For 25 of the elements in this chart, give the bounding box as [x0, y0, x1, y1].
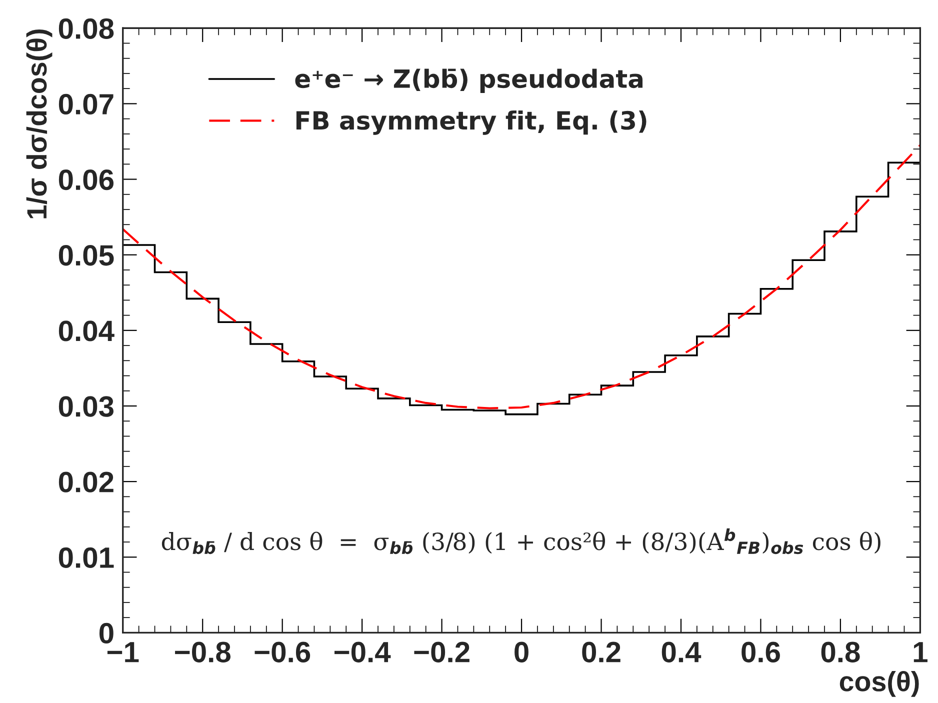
y-tick-label: 0.02 — [58, 472, 114, 492]
x-tick-label: −0.6 — [254, 642, 310, 662]
x-tick-label: 0.6 — [742, 642, 780, 662]
x-tick-label: 1 — [914, 642, 928, 662]
x-tick-label: 0 — [514, 642, 528, 662]
y-axis-title: 1/σ dσ/dcos(θ) — [26, 29, 52, 218]
x-tick-label: −0.4 — [334, 642, 391, 662]
x-tick-label: 0.8 — [821, 642, 860, 662]
x-axis-title: cos(θ) — [840, 671, 919, 697]
y-tick-label: 0.05 — [58, 245, 114, 266]
y-tick-label: 0 — [99, 622, 114, 644]
legend-label: FB asymmetry fit, Eq. (3) — [296, 110, 646, 135]
x-tick-label: 0.4 — [662, 642, 702, 662]
x-tick-label: −0.8 — [175, 642, 231, 662]
x-tick-label: −1 — [107, 642, 139, 662]
y-tick-label: 0.04 — [58, 320, 114, 342]
text: dσ$_{bb̄}$ / d cos θ = σ$_{bb̄}$ (3/8) (1 + cos²θ + (8/3)(A$^{b}$$_{FB}$)$_{obs}$ cos θ) — [162, 528, 880, 554]
y-tick-label: 0.07 — [58, 94, 114, 115]
x-tick-label: 0.2 — [582, 642, 620, 662]
legend-label: e⁺e⁻ → Z(bb̄) pseudodata — [295, 68, 643, 93]
y-tick-label: 0.06 — [58, 169, 114, 190]
y-tick-label: 0.08 — [58, 18, 114, 39]
x-tick-label: −0.2 — [414, 642, 470, 662]
y-tick-label: 0.03 — [58, 396, 114, 417]
y-tick-label: 0.01 — [58, 547, 114, 568]
